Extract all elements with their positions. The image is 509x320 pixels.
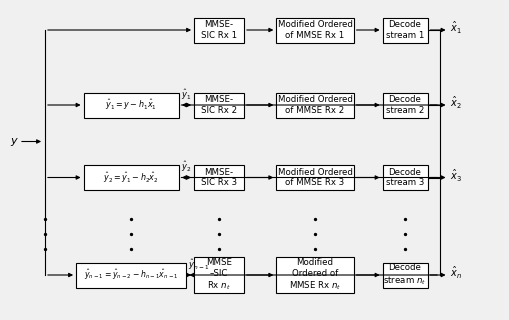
Text: Modified Ordered
of MMSE Rx 2: Modified Ordered of MMSE Rx 2 — [277, 95, 352, 115]
Text: y: y — [11, 137, 17, 147]
FancyBboxPatch shape — [194, 165, 244, 190]
Text: Decode
stream 2: Decode stream 2 — [386, 95, 424, 115]
Text: MMSE-
SIC Rx 3: MMSE- SIC Rx 3 — [201, 168, 237, 187]
Text: Decode
stream 1: Decode stream 1 — [386, 20, 424, 40]
FancyBboxPatch shape — [83, 165, 179, 190]
Text: Modified Ordered
of MMSE Rx 3: Modified Ordered of MMSE Rx 3 — [277, 168, 352, 187]
Text: MMSE-
SIC Rx 1: MMSE- SIC Rx 1 — [201, 20, 237, 40]
Text: $\hat{y}_1$: $\hat{y}_1$ — [181, 87, 191, 102]
Text: Decode
stream $n_t$: Decode stream $n_t$ — [383, 263, 427, 287]
Text: Modified Ordered
of MMSE Rx 1: Modified Ordered of MMSE Rx 1 — [277, 20, 352, 40]
Text: Modified
Ordered of
MMSE Rx $n_t$: Modified Ordered of MMSE Rx $n_t$ — [289, 258, 341, 292]
Text: MMSE-
SIC Rx 2: MMSE- SIC Rx 2 — [201, 95, 237, 115]
FancyBboxPatch shape — [194, 257, 244, 293]
FancyBboxPatch shape — [194, 92, 244, 117]
FancyBboxPatch shape — [382, 262, 428, 287]
Text: $\hat{y}_{n-1}$: $\hat{y}_{n-1}$ — [188, 258, 209, 272]
Text: $\hat{y}_2$: $\hat{y}_2$ — [181, 160, 191, 174]
FancyBboxPatch shape — [382, 18, 428, 43]
Text: $\hat{x}_2$: $\hat{x}_2$ — [450, 95, 462, 111]
FancyBboxPatch shape — [382, 92, 428, 117]
Text: MMSE
–SIC
Rx $n_t$: MMSE –SIC Rx $n_t$ — [206, 258, 232, 292]
Text: Decode
stream 3: Decode stream 3 — [386, 168, 424, 187]
Text: $\hat{y}_2 = \hat{y}_1 - h_2\hat{x}_2$: $\hat{y}_2 = \hat{y}_1 - h_2\hat{x}_2$ — [103, 170, 159, 185]
FancyBboxPatch shape — [276, 92, 354, 117]
Text: $\hat{y}_1 = y - h_1\hat{x}_1$: $\hat{y}_1 = y - h_1\hat{x}_1$ — [105, 98, 157, 112]
Text: $\hat{y}_{n-1} = \hat{y}_{n-2} - h_{n-1}\hat{x}_{n-1}$: $\hat{y}_{n-1} = \hat{y}_{n-2} - h_{n-1}… — [84, 268, 178, 282]
FancyBboxPatch shape — [276, 257, 354, 293]
FancyBboxPatch shape — [276, 18, 354, 43]
FancyBboxPatch shape — [194, 18, 244, 43]
FancyBboxPatch shape — [83, 92, 179, 117]
Text: $\hat{x}_n$: $\hat{x}_n$ — [450, 265, 463, 281]
FancyBboxPatch shape — [382, 165, 428, 190]
FancyBboxPatch shape — [76, 262, 186, 287]
FancyBboxPatch shape — [276, 165, 354, 190]
Text: $\hat{x}_1$: $\hat{x}_1$ — [450, 20, 462, 36]
Text: $\hat{x}_3$: $\hat{x}_3$ — [450, 167, 462, 183]
